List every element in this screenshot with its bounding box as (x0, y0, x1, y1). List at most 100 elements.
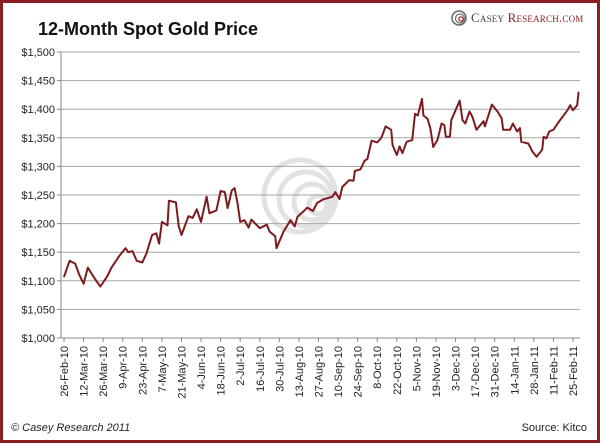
x-tick-label: 8-Oct-10 (372, 346, 384, 389)
data-point (247, 227, 250, 229)
data-point (527, 142, 529, 145)
data-point (572, 109, 574, 111)
data-point (371, 140, 373, 142)
x-tick-label: 25-Feb-11 (568, 346, 580, 396)
data-point (440, 122, 443, 125)
logo-research: Research.com (507, 10, 584, 25)
x-tick-label: 17-Dec-10 (470, 346, 482, 397)
data-point (557, 122, 559, 125)
x-tick-label: 10-Sep-10 (333, 346, 345, 397)
data-point (491, 104, 493, 106)
data-point (166, 224, 169, 226)
x-tick-label: 27-Aug-10 (314, 346, 326, 397)
data-point (110, 267, 113, 269)
chart-title: 12-Month Spot Gold Price (38, 19, 259, 39)
data-point (187, 215, 190, 217)
data-point (387, 127, 390, 129)
data-point (168, 200, 170, 202)
data-point (392, 144, 394, 146)
data-point (341, 186, 343, 188)
casey-research-logo[interactable]: Casey Research.com (449, 10, 583, 26)
data-point (338, 198, 341, 200)
data-point (484, 125, 486, 127)
data-point (316, 202, 318, 204)
x-tick-label: 9-Apr-10 (118, 346, 130, 389)
watermark-ring (261, 157, 339, 235)
data-point (450, 119, 452, 121)
data-point (429, 128, 431, 130)
data-point (289, 219, 292, 221)
data-point (327, 197, 329, 199)
data-point (306, 206, 308, 209)
data-point (99, 285, 101, 288)
y-tick-label: $1,000 (21, 333, 55, 345)
data-point (380, 137, 383, 139)
data-point (136, 260, 138, 262)
data-point (417, 114, 419, 117)
data-point (496, 110, 499, 113)
data-point (471, 116, 473, 118)
data-point (155, 232, 157, 234)
data-point (385, 125, 387, 127)
data-point (322, 198, 324, 201)
y-tick-label: $1,450 (21, 76, 55, 88)
y-tick-label: $1,200 (21, 219, 55, 231)
data-point (520, 141, 522, 143)
data-point (259, 227, 261, 229)
axes (60, 52, 580, 339)
data-point (577, 91, 580, 93)
y-axis-labels: $1,000 $1,050 $1,100 $1,150 $1,200 $1,250 $1,3… (21, 47, 55, 345)
x-tick-label: 24-Sep-10 (353, 346, 365, 397)
data-point (274, 235, 276, 237)
data-point (401, 152, 404, 154)
x-tick-label: 16-Jul-10 (255, 346, 267, 392)
data-point (294, 225, 296, 228)
data-point (566, 109, 569, 111)
data-point (215, 209, 218, 212)
data-point (545, 137, 548, 139)
data-point (220, 190, 222, 192)
data-point (512, 122, 514, 125)
data-point (443, 124, 445, 126)
data-point (411, 139, 413, 141)
data-point (106, 275, 108, 277)
x-tick-label: 23-Apr-10 (137, 346, 149, 395)
data-point (509, 129, 511, 131)
watermark-ring (306, 193, 330, 217)
data-point (354, 170, 356, 172)
spiral-rings-icon (451, 10, 467, 26)
data-point (414, 113, 416, 115)
data-point (449, 136, 451, 138)
data-point (543, 136, 545, 138)
data-point (548, 130, 550, 133)
x-tick-label: 18-Jun-10 (216, 346, 228, 396)
data-point (208, 212, 211, 214)
data-point (569, 104, 571, 106)
watermark-ring (276, 169, 336, 229)
data-point (68, 260, 71, 262)
data-point (124, 247, 127, 249)
x-tick-label: 4-Jun-10 (196, 346, 208, 389)
data-point (422, 114, 424, 117)
y-tick-label: $1,050 (21, 304, 55, 316)
y-tick-label: $1,500 (21, 47, 55, 59)
data-point (359, 168, 362, 170)
data-point (82, 283, 85, 285)
x-tick-label: 19-Nov-10 (431, 346, 443, 397)
data-point (501, 117, 503, 119)
x-tick-label: 21-May-10 (176, 346, 188, 399)
data-point (231, 189, 233, 192)
x-tick-label: 26-Mar-10 (98, 346, 110, 397)
data-point (461, 119, 464, 121)
data-point (131, 250, 134, 252)
x-tick-label: 2-Jul-10 (235, 346, 247, 386)
data-point (74, 263, 76, 265)
source-text: Source: Kitco (521, 422, 587, 434)
data-point (236, 201, 238, 204)
data-point (282, 231, 285, 233)
data-point (239, 221, 241, 223)
data-point (531, 150, 534, 153)
data-point (366, 158, 369, 160)
data-point (266, 224, 268, 226)
